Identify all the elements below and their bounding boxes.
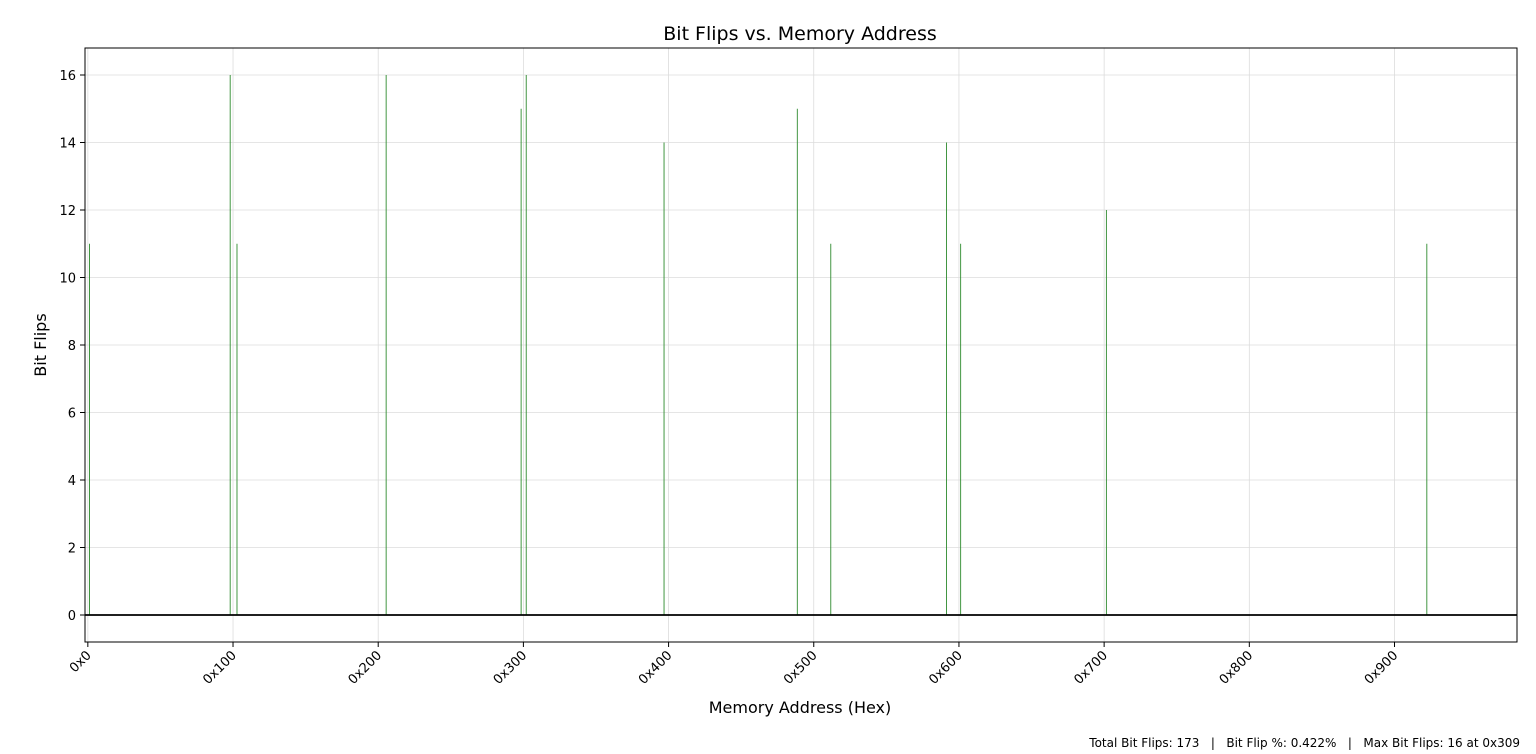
y-axis-title: Bit Flips (31, 313, 50, 376)
chart-title: Bit Flips vs. Memory Address (663, 23, 937, 45)
x-tick-label-3: 0x300 (491, 648, 530, 687)
x-tick-label-1: 0x100 (200, 648, 239, 687)
x-axis-title: Memory Address (Hex) (709, 698, 892, 717)
x-tick-label-0: 0x0 (67, 648, 95, 676)
x-tick-label-2: 0x200 (346, 648, 385, 687)
y-tick-label-8: 16 (59, 69, 76, 84)
bars-layer (89, 75, 1428, 615)
x-tick-label-9: 0x900 (1362, 648, 1401, 687)
y-tick-label-0: 0 (68, 609, 76, 624)
y-tick-label-4: 8 (68, 339, 76, 354)
x-tick-label-6: 0x600 (926, 648, 965, 687)
y-tick-label-1: 2 (68, 542, 76, 557)
x-axis: 0x0 0x100 0x200 0x300 0x400 0x500 0x600 0x700 0x… (67, 642, 1401, 688)
stats-summary: Total Bit Flips: 173 | Bit Flip %: 0.422… (1088, 736, 1520, 750)
y-tick-label-7: 14 (59, 137, 76, 152)
y-tick-label-2: 4 (68, 474, 76, 489)
x-tick-label-8: 0x800 (1217, 648, 1256, 687)
y-tick-label-6: 12 (59, 204, 76, 219)
y-tick-label-5: 10 (59, 272, 76, 287)
x-tick-label-7: 0x700 (1072, 648, 1111, 687)
x-tick-label-5: 0x500 (781, 648, 820, 687)
y-tick-label-3: 6 (68, 407, 76, 422)
y-axis: 0 2 4 6 8 10 12 14 16 (59, 69, 85, 624)
x-tick-label-4: 0x400 (636, 648, 675, 687)
grid-layer (85, 48, 1517, 642)
